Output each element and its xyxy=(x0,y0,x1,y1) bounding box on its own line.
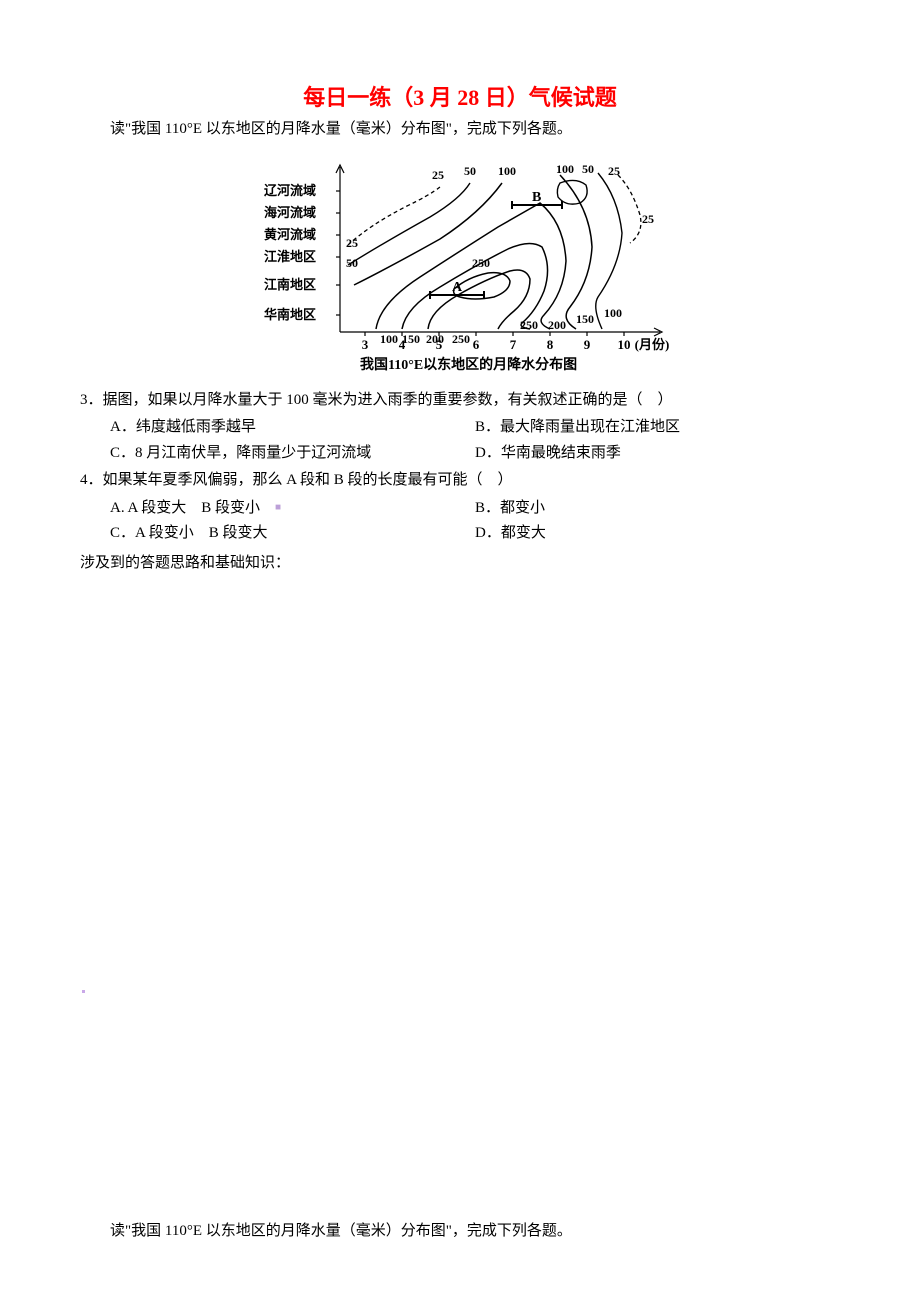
x-axis-label: (月份) xyxy=(635,337,670,352)
page-title: 每日一练（3 月 28 日）气候试题 xyxy=(80,80,840,112)
dot-icon: ■ xyxy=(275,502,281,513)
chart-svg: 辽河流域 海河流域 黄河流域 江淮地区 江南地区 华南地区 xyxy=(230,147,690,377)
q4-option-c: C．A 段变小 B 段变大 xyxy=(110,521,475,547)
cv-l0: 25 xyxy=(346,236,358,250)
cv-t0: 25 xyxy=(432,168,444,182)
cv-r0: 25 xyxy=(642,212,654,226)
cv-r2: 150 xyxy=(576,312,594,326)
q3-option-c: C．8 月江南伏旱，降雨量少于辽河流域 xyxy=(110,441,475,467)
q4-option-b: B．都变小 xyxy=(475,496,840,522)
q4-stem: 4．如果某年夏季风偏弱，那么 A 段和 B 段的长度最有可能（ ） xyxy=(80,468,840,494)
q4-row1: A. A 段变大 B 段变小 ■ B．都变小 xyxy=(80,496,840,522)
cv-t5: 25 xyxy=(608,164,620,178)
cv-r3: 200 xyxy=(548,318,566,332)
x-tick-7: 10 xyxy=(618,337,631,352)
q4-option-d: D．都变大 xyxy=(475,521,840,547)
y-label-2: 黄河流域 xyxy=(264,227,316,242)
q3-option-a: A．纬度越低雨季越早 xyxy=(110,415,475,441)
cv-t2: 100 xyxy=(498,164,516,178)
y-label-3: 江淮地区 xyxy=(264,249,316,264)
q4-a-text: A. A 段变大 B 段变小 xyxy=(110,500,260,516)
bottom-intro-text: 读"我国 110°E 以东地区的月降水量（毫米）分布图"，完成下列各题。 xyxy=(80,1219,840,1240)
q3-row2: C．8 月江南伏旱，降雨量少于辽河流域 D．华南最晚结束雨季 xyxy=(80,441,840,467)
q3-option-d: D．华南最晚结束雨季 xyxy=(475,441,840,467)
cv-t4: 50 xyxy=(582,162,594,176)
y-label-0: 辽河流域 xyxy=(264,183,316,198)
x-tick-6: 9 xyxy=(584,337,591,352)
q4-option-a: A. A 段变大 B 段变小 ■ xyxy=(110,496,475,522)
figure-container: 辽河流域 海河流域 黄河流域 江淮地区 江南地区 华南地区 xyxy=(80,147,840,382)
y-label-5: 华南地区 xyxy=(264,307,316,322)
figure-caption: 我国110°E以东地区的月降水分布图 xyxy=(360,356,577,373)
q4-row2: C．A 段变小 B 段变大 D．都变大 xyxy=(80,521,840,547)
stray-dot-icon xyxy=(82,990,85,993)
cv-t1: 50 xyxy=(464,164,476,178)
cv-center: 250 xyxy=(472,256,490,270)
cv-l3: 150 xyxy=(402,332,420,346)
cv-r4: 250 xyxy=(520,318,538,332)
cv-l1: 50 xyxy=(346,256,358,270)
marker-b: B xyxy=(532,190,541,205)
notes-label: 涉及到的答题思路和基础知识： xyxy=(80,551,840,572)
q3-row1: A．纬度越低雨季越早 B．最大降雨量出现在江淮地区 xyxy=(80,415,840,441)
q3-stem: 3．据图，如果以月降水量大于 100 毫米为进入雨季的重要参数，有关叙述正确的是… xyxy=(80,388,840,414)
x-tick-0: 3 xyxy=(362,337,369,352)
cv-r1: 100 xyxy=(604,306,622,320)
x-tick-4: 7 xyxy=(510,337,517,352)
cv-l2: 100 xyxy=(380,332,398,346)
y-label-4: 江南地区 xyxy=(264,277,316,292)
y-label-1: 海河流域 xyxy=(264,205,316,220)
intro-text: 读"我国 110°E 以东地区的月降水量（毫米）分布图"，完成下列各题。 xyxy=(80,118,840,141)
cv-l4: 200 xyxy=(426,332,444,346)
marker-a: A xyxy=(452,280,463,295)
cv-l5: 250 xyxy=(452,332,470,346)
cv-t3: 100 xyxy=(556,162,574,176)
x-tick-5: 8 xyxy=(547,337,554,352)
q3-option-b: B．最大降雨量出现在江淮地区 xyxy=(475,415,840,441)
precipitation-contour-chart: 辽河流域 海河流域 黄河流域 江淮地区 江南地区 华南地区 xyxy=(230,147,690,382)
x-tick-3: 6 xyxy=(473,337,480,352)
